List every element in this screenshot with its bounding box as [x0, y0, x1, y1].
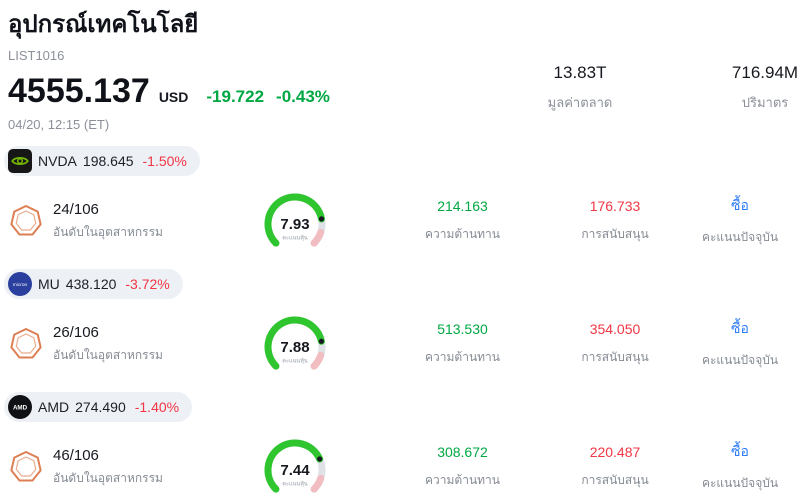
nvda-logo — [8, 149, 32, 173]
support-value: 176.733 — [589, 198, 641, 214]
resistance-col: 308.672 ความต้านทาน — [380, 444, 545, 490]
resistance-value: 513.530 — [437, 321, 488, 337]
ticker-price: 198.645 — [82, 153, 134, 169]
signal-link[interactable]: ซื้อ — [731, 320, 749, 336]
current-score-label: คะแนนปัจจุบัน — [701, 476, 779, 490]
page-title: อุปกรณ์เทคโนโลยี — [8, 11, 199, 38]
svg-text:คะแนนหุ้น: คะแนนหุ้น — [282, 235, 308, 242]
svg-text:micron: micron — [13, 282, 28, 288]
support-col: 354.050 การสนับสนุน — [545, 321, 685, 367]
current-score-label: คะแนนปัจจุบัน — [701, 230, 779, 244]
industry-rank-value: 46/106 — [53, 446, 99, 464]
industry-rank-label: อันดับในอุตสาหกรรม — [53, 347, 163, 362]
support-col: 220.487 การสนับสนุน — [545, 444, 685, 490]
support-value: 220.487 — [589, 444, 641, 460]
mu-logo: micron — [8, 272, 32, 296]
svg-text:AMD: AMD — [13, 404, 28, 411]
stock-detail: 46/106 อันดับในอุตสาหกรรม 7.44 คะแนนหุ้น … — [4, 434, 800, 499]
support-label: การสนับสนุน — [581, 227, 649, 241]
resistance-col: 513.530 ความต้านทาน — [380, 321, 545, 367]
stock-detail: 24/106 อันดับในอุตสาหกรรม 7.93 คะแนนหุ้น … — [4, 188, 800, 254]
change-absolute: -19.722 — [206, 87, 265, 106]
industry-rank-value: 24/106 — [53, 200, 99, 218]
svg-text:คะแนนหุ้น: คะแนนหุ้น — [282, 358, 308, 365]
score-gauge: 7.93 คะแนนหุ้น — [210, 188, 380, 254]
resistance-label: ความต้านทาน — [425, 227, 500, 241]
industry-rank-value: 26/106 — [53, 323, 99, 341]
ticker-change: -3.72% — [125, 276, 170, 292]
current-score-label: คะแนนปัจจุบัน — [701, 353, 779, 367]
market-cap-label: มูลค่าตลาด — [547, 95, 613, 110]
header: อุปกรณ์เทคโนโลยี LIST1016 4555.137 USD -… — [8, 4, 330, 132]
support-label: การสนับสนุน — [581, 350, 649, 364]
support-col: 176.733 การสนับสนุน — [545, 198, 685, 244]
signal-col: ซื้อ คะแนนปัจจุบัน — [685, 195, 795, 247]
svg-text:7.44: 7.44 — [280, 462, 310, 479]
resistance-label: ความต้านทาน — [425, 473, 500, 487]
stock-row: AMD AMD 274.490 -1.40% 46/106 อันดับในอุ… — [0, 386, 800, 499]
volume-stat: 716.94M ปริมาตร — [700, 63, 800, 113]
index-price: 4555.137 — [8, 72, 150, 110]
rank-badge-icon — [9, 450, 43, 484]
rank-text: 26/106 อันดับในอุตสาหกรรม — [53, 324, 163, 365]
signal-col: ซื้อ คะแนนปัจจุบัน — [685, 318, 795, 370]
stock-list: NVDA 198.645 -1.50% 24/106 อันดับในอุตสา… — [0, 140, 800, 499]
market-cap-stat: 13.83T มูลค่าตลาด — [515, 63, 645, 113]
price-change: -19.722 -0.43% — [206, 87, 330, 107]
industry-rank: 24/106 อันดับในอุตสาหกรรม — [4, 201, 210, 242]
signal-link[interactable]: ซื้อ — [731, 197, 749, 213]
rank-badge-icon — [9, 327, 43, 361]
svg-text:7.88: 7.88 — [280, 339, 309, 356]
rank-text: 46/106 อันดับในอุตสาหกรรม — [53, 447, 163, 488]
ticker-change: -1.40% — [134, 399, 180, 415]
svg-text:คะแนนหุ้น: คะแนนหุ้น — [282, 481, 308, 488]
ticker-price: 438.120 — [65, 276, 117, 292]
ticker-price: 274.490 — [75, 399, 126, 415]
rank-text: 24/106 อันดับในอุตสาหกรรม — [53, 201, 163, 242]
score-gauge: 7.44 คะแนนหุ้น — [210, 434, 380, 499]
amd-logo: AMD — [8, 395, 32, 419]
currency-label: USD — [158, 89, 189, 105]
industry-rank: 46/106 อันดับในอุตสาหกรรม — [4, 447, 210, 488]
resistance-value: 214.163 — [437, 198, 488, 214]
stock-row: NVDA 198.645 -1.50% 24/106 อันดับในอุตสา… — [0, 140, 800, 263]
ticker-symbol: NVDA — [38, 153, 77, 169]
support-label: การสนับสนุน — [581, 473, 649, 487]
resistance-col: 214.163 ความต้านทาน — [380, 198, 545, 244]
industry-rank-label: อันดับในอุตสาหกรรม — [53, 470, 163, 485]
volume-value: 716.94M — [731, 63, 799, 82]
industry-rank: 26/106 อันดับในอุตสาหกรรม — [4, 324, 210, 365]
signal-col: ซื้อ คะแนนปัจจุบัน — [685, 441, 795, 493]
list-id: LIST1016 — [8, 48, 65, 63]
datetime: 04/20, 12:15 (ET) — [8, 117, 110, 132]
support-value: 354.050 — [589, 321, 641, 337]
rank-badge-icon — [9, 204, 43, 238]
ticker-symbol: MU — [38, 276, 60, 292]
change-percent: -0.43% — [276, 87, 330, 106]
volume-label: ปริมาตร — [741, 95, 789, 110]
stock-detail: 26/106 อันดับในอุตสาหกรรม 7.88 คะแนนหุ้น … — [4, 311, 800, 377]
price-row: 4555.137 USD -19.722 -0.43% — [8, 72, 330, 111]
ticker-symbol: AMD — [38, 399, 70, 415]
signal-link[interactable]: ซื้อ — [731, 443, 749, 459]
score-gauge: 7.88 คะแนนหุ้น — [210, 311, 380, 377]
stock-chip[interactable]: AMD AMD 274.490 -1.40% — [4, 392, 193, 422]
stock-row: micron MU 438.120 -3.72% 26/106 อันดับใน… — [0, 263, 800, 386]
industry-rank-label: อันดับในอุตสาหกรรม — [53, 224, 163, 239]
stock-chip[interactable]: NVDA 198.645 -1.50% — [4, 146, 200, 176]
resistance-label: ความต้านทาน — [425, 350, 500, 364]
svg-text:7.93: 7.93 — [280, 216, 309, 233]
stock-chip[interactable]: micron MU 438.120 -3.72% — [4, 269, 183, 299]
market-cap-value: 13.83T — [553, 63, 607, 82]
ticker-change: -1.50% — [142, 153, 187, 169]
resistance-value: 308.672 — [437, 444, 488, 460]
